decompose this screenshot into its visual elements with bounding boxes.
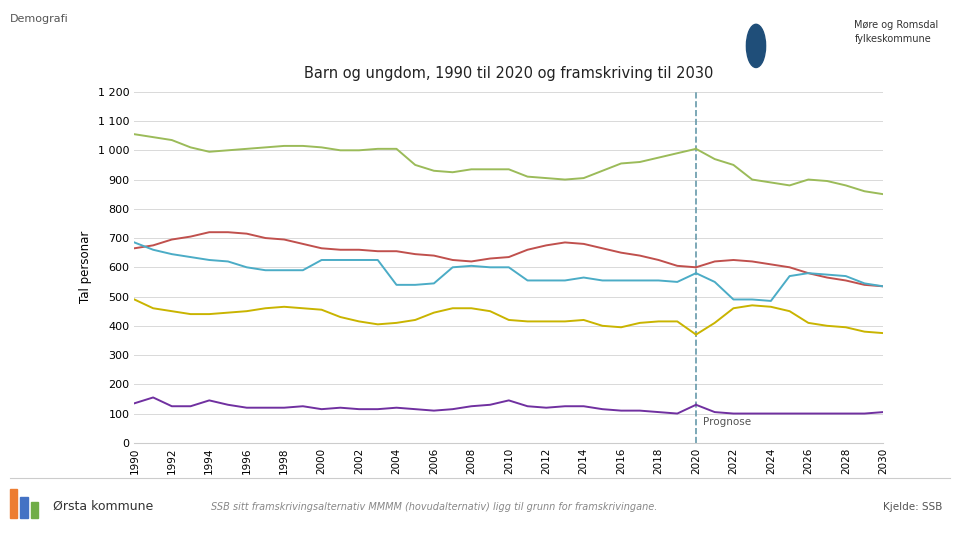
Circle shape — [747, 24, 766, 68]
Text: Prognose: Prognose — [704, 417, 752, 427]
Text: Møre og Romsdal
fylkeskommune: Møre og Romsdal fylkeskommune — [854, 21, 939, 44]
Y-axis label: Tal personar: Tal personar — [80, 231, 92, 303]
Text: Demografi: Demografi — [10, 14, 68, 24]
Text: Kjelde: SSB: Kjelde: SSB — [883, 502, 943, 511]
Text: SSB sitt framskrivingsalternativ MMMM (hovudalternativ) ligg til grunn for frams: SSB sitt framskrivingsalternativ MMMM (h… — [211, 502, 658, 511]
Text: Ørsta kommune: Ørsta kommune — [53, 500, 153, 513]
Title: Barn og ungdom, 1990 til 2020 og framskriving til 2030: Barn og ungdom, 1990 til 2020 og framskr… — [304, 66, 713, 81]
